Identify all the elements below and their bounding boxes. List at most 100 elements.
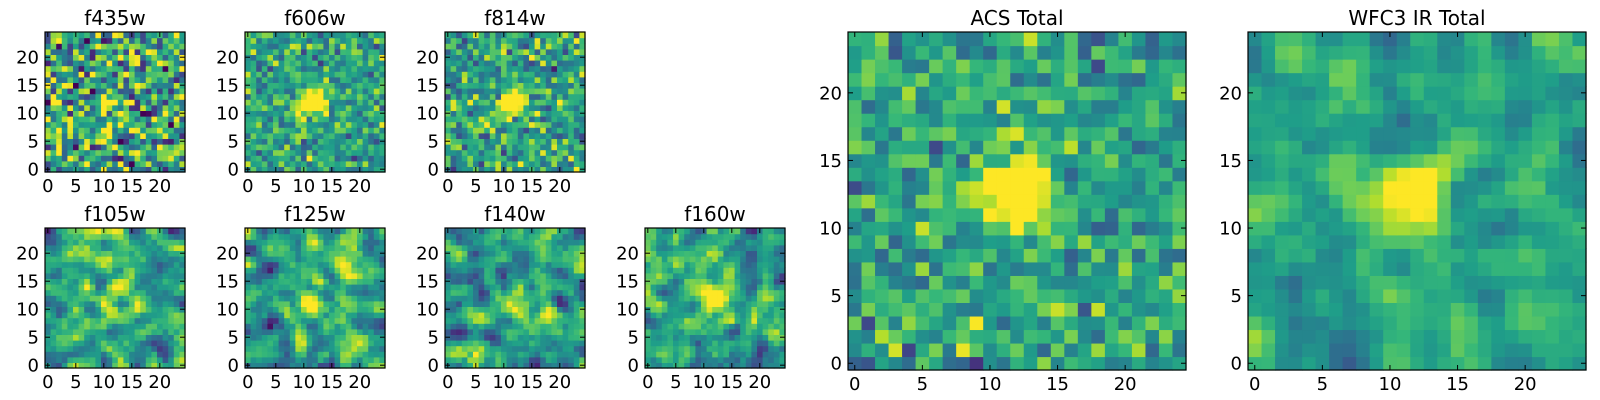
x-tick-label: 15 (120, 372, 143, 393)
heatmap-cell (340, 166, 347, 173)
heatmap-cell (73, 239, 80, 246)
heatmap-cell (695, 306, 702, 313)
heatmap-cell (888, 194, 903, 209)
heatmap-cell (673, 284, 680, 291)
heatmap-cell (323, 166, 330, 173)
heatmap-cell (67, 138, 74, 145)
heatmap-cell (73, 300, 80, 307)
heatmap-cell (573, 110, 580, 117)
heatmap-cell (517, 256, 524, 263)
heatmap-cell (345, 166, 352, 173)
heatmap-cell (495, 312, 502, 319)
heatmap-cell (306, 54, 313, 61)
heatmap-cell (373, 110, 380, 117)
heatmap-cell (695, 289, 702, 296)
heatmap-cell (568, 278, 575, 285)
heatmap-cell (256, 104, 263, 111)
heatmap-cell (848, 207, 863, 222)
heatmap-cell (140, 155, 147, 162)
heatmap-cell (101, 340, 108, 347)
heatmap-cell (717, 261, 724, 268)
heatmap-cell (362, 60, 369, 67)
heatmap-cell (78, 328, 85, 335)
heatmap-cell (667, 272, 674, 279)
heatmap-cell (250, 43, 257, 50)
heatmap-cell (551, 289, 558, 296)
heatmap-cell (145, 244, 152, 251)
heatmap-cell (162, 312, 169, 319)
heatmap-cell (523, 272, 530, 279)
heatmap-cell (151, 244, 158, 251)
heatmap-cell (261, 160, 268, 167)
heatmap-cell (56, 32, 63, 39)
heatmap-cell (67, 317, 74, 324)
heatmap-cell (273, 278, 280, 285)
heatmap-cell (61, 144, 68, 151)
heatmap-cell (540, 60, 547, 67)
heatmap-cell (323, 121, 330, 128)
heatmap-cell (573, 272, 580, 279)
heatmap-cell (73, 60, 80, 67)
heatmap-cell (461, 166, 468, 173)
heatmap-cell (273, 132, 280, 139)
heatmap-cell (317, 144, 324, 151)
heatmap-cell (757, 272, 764, 279)
heatmap-cell (273, 289, 280, 296)
heatmap-cell (89, 340, 96, 347)
heatmap-cell (145, 312, 152, 319)
heatmap-cell (484, 306, 491, 313)
heatmap-cell (340, 233, 347, 240)
heatmap-cell (473, 65, 480, 72)
heatmap-cell (1158, 221, 1174, 236)
heatmap-cell (517, 93, 524, 100)
heatmap-cell (45, 289, 52, 296)
heatmap-cell (373, 37, 380, 44)
heatmap-cell (362, 334, 369, 341)
heatmap-cell (129, 244, 136, 251)
heatmap-cell (67, 160, 74, 167)
heatmap-cell (573, 228, 580, 235)
heatmap-cell (301, 116, 308, 123)
heatmap-cell (106, 284, 113, 291)
heatmap-cell (295, 317, 302, 324)
heatmap-cell (650, 317, 657, 324)
heatmap-cell (61, 317, 68, 324)
heatmap-cell (162, 256, 169, 263)
heatmap-cell (50, 155, 57, 162)
heatmap-cell (134, 272, 141, 279)
heatmap-cell (250, 155, 257, 162)
heatmap-cell (273, 149, 280, 156)
heatmap-cell (568, 300, 575, 307)
heatmap-cell (317, 244, 324, 251)
heatmap-cell (106, 267, 113, 274)
heatmap-cell (779, 244, 786, 251)
heatmap-cell (723, 256, 730, 263)
heatmap-cell (888, 221, 903, 236)
heatmap-cell (362, 65, 369, 72)
heatmap-cell (312, 121, 319, 128)
heatmap-cell (489, 345, 496, 352)
heatmap-cell (273, 65, 280, 72)
heatmap-cell (540, 32, 547, 39)
heatmap-cell (278, 32, 285, 39)
heatmap-cell (140, 32, 147, 39)
heatmap-cell (915, 153, 930, 168)
heatmap-cell (323, 256, 330, 263)
heatmap-cell (106, 54, 113, 61)
heatmap-cell (173, 295, 180, 302)
heatmap-cell (84, 54, 91, 61)
heatmap-cell (656, 284, 663, 291)
heatmap-cell (67, 284, 74, 291)
heatmap-cell (123, 233, 130, 240)
heatmap-cell (562, 317, 569, 324)
heatmap-cell (173, 351, 180, 358)
heatmap-cell (157, 239, 164, 246)
heatmap-cell (689, 306, 696, 313)
heatmap-cell (145, 250, 152, 257)
heatmap-cell (295, 127, 302, 134)
heatmap-cell (140, 228, 147, 235)
heatmap-cell (562, 88, 569, 95)
heatmap-cell (117, 239, 124, 246)
heatmap-cell (45, 345, 52, 352)
heatmap-cell (495, 250, 502, 257)
